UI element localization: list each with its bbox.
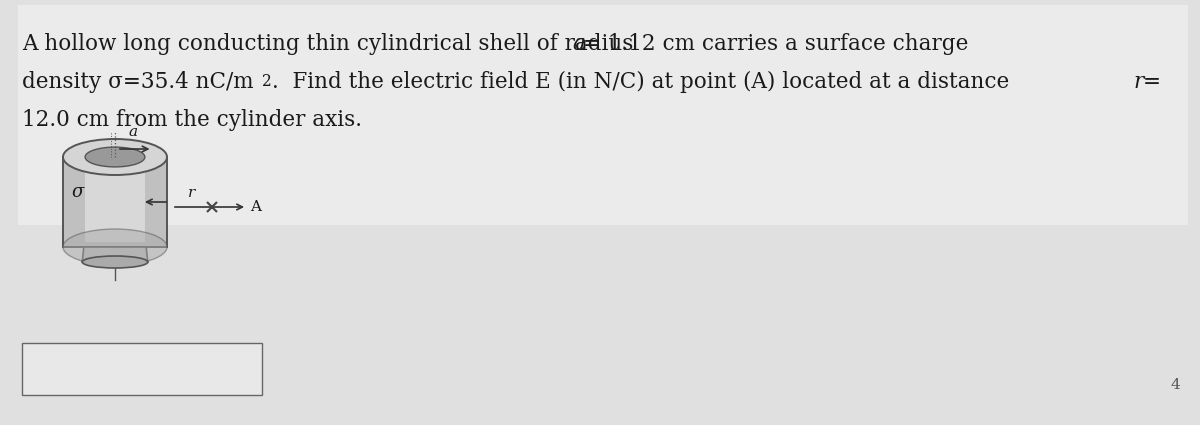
Text: a: a [128,125,138,139]
Ellipse shape [64,139,167,175]
Text: A hollow long conducting thin cylindrical shell of radius: A hollow long conducting thin cylindrica… [22,33,641,55]
Text: a: a [572,33,584,55]
Text: density σ=35.4 nC/m: density σ=35.4 nC/m [22,71,253,93]
Ellipse shape [85,147,145,167]
Polygon shape [64,157,167,247]
Text: r: r [188,186,196,200]
Text: r: r [1133,71,1144,93]
Text: 2: 2 [262,73,271,90]
FancyBboxPatch shape [22,343,262,395]
Text: 12.0 cm from the cylinder axis.: 12.0 cm from the cylinder axis. [22,109,362,131]
Polygon shape [85,159,145,242]
Ellipse shape [64,229,167,265]
Polygon shape [83,247,148,262]
Text: A: A [250,200,262,214]
Ellipse shape [83,256,148,268]
Text: .  Find the electric field E (in N/C) at point (A) located at a distance: . Find the electric field E (in N/C) at … [272,71,1016,93]
FancyBboxPatch shape [18,5,1188,225]
Text: 4: 4 [1170,378,1180,392]
Text: =: = [1142,71,1162,93]
Text: = 1.12 cm carries a surface charge: = 1.12 cm carries a surface charge [583,33,968,55]
Text: σ: σ [71,183,83,201]
